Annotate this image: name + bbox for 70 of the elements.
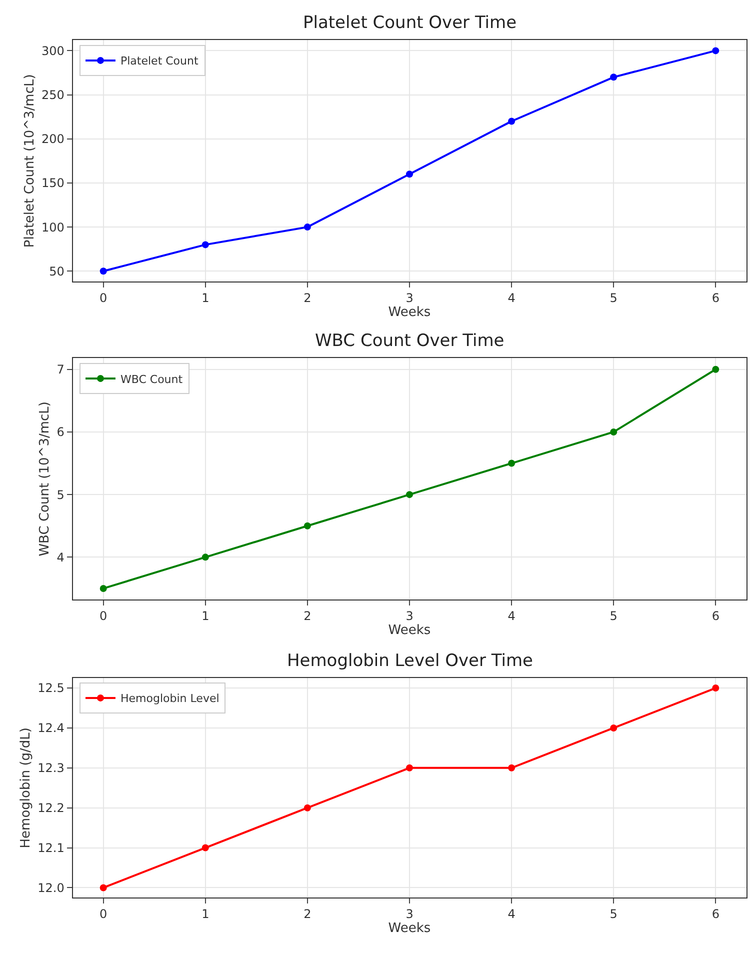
x-tick-label: 3 [406,907,414,922]
point [610,724,618,732]
y-tick-label: 7 [56,362,64,377]
point [712,47,720,54]
y-tick-label: 150 [41,176,64,190]
point [202,844,209,852]
x-tick-label: 6 [712,609,720,624]
x-tick-label: 2 [304,291,312,306]
x-tick-label: 5 [610,609,618,624]
point [610,74,618,81]
point [304,522,311,530]
x-tick-label: 4 [508,291,516,306]
y-tick-label: 4 [56,550,64,564]
point [406,764,413,772]
y-tick-label: 5 [56,488,64,502]
x-tick-label: 1 [202,291,210,306]
y-tick-label: 12.0 [38,880,64,895]
y-axis-title: Platelet Count (10^3/mcL) [22,74,38,248]
x-axis-title: Weeks [388,623,431,638]
y-tick-label: 50 [49,264,64,278]
point [508,764,516,772]
x-axis-title: Weeks [388,305,431,320]
chart-title: Platelet Count Over Time [303,13,517,33]
chart-title: WBC Count Over Time [315,331,504,351]
y-tick-label: 250 [41,88,64,102]
legend-label: Platelet Count [120,54,199,68]
x-tick-label: 6 [712,291,720,306]
point [712,366,720,373]
point [406,170,413,178]
legend-label: Hemoglobin Level [120,692,220,706]
y-tick-label: 12.4 [38,721,64,736]
x-tick-label: 0 [100,609,108,624]
point [202,554,209,561]
x-tick-label: 1 [202,907,210,922]
x-tick-label: 3 [406,609,414,624]
x-tick-label: 1 [202,609,210,624]
y-tick-label: 12.5 [38,681,64,696]
x-axis-title: Weeks [388,921,431,936]
y-axis-title: WBC Count (10^3/mcL) [38,402,53,556]
x-tick-label: 0 [100,291,108,306]
x-tick-label: 4 [508,907,516,922]
x-tick-label: 3 [406,291,414,306]
point [712,684,720,692]
x-tick-label: 5 [610,291,618,306]
y-tick-label: 200 [41,132,64,146]
point [304,224,311,231]
x-tick-label: 4 [508,609,516,624]
x-tick-label: 0 [100,907,108,922]
point [508,460,516,467]
x-tick-label: 2 [304,907,312,922]
y-tick-label: 12.1 [38,840,64,855]
point [406,491,413,498]
point [202,241,209,248]
y-axis-title: Hemoglobin (g/dL) [18,728,34,848]
point [610,428,618,436]
y-tick-label: 100 [41,220,64,234]
point [304,804,311,812]
point [100,268,107,275]
y-tick-label: 12.2 [38,801,64,816]
y-tick-label: 6 [56,425,64,440]
y-tick-label: 300 [41,44,64,58]
point [100,584,107,592]
y-tick-label: 12.3 [38,761,64,776]
x-tick-label: 6 [712,907,720,922]
x-tick-label: 2 [304,609,312,624]
legend-label: WBC Count [120,372,184,386]
point [100,884,107,892]
x-tick-label: 5 [610,907,618,922]
point [508,118,516,125]
chart-title: Hemoglobin Level Over Time [287,651,533,671]
